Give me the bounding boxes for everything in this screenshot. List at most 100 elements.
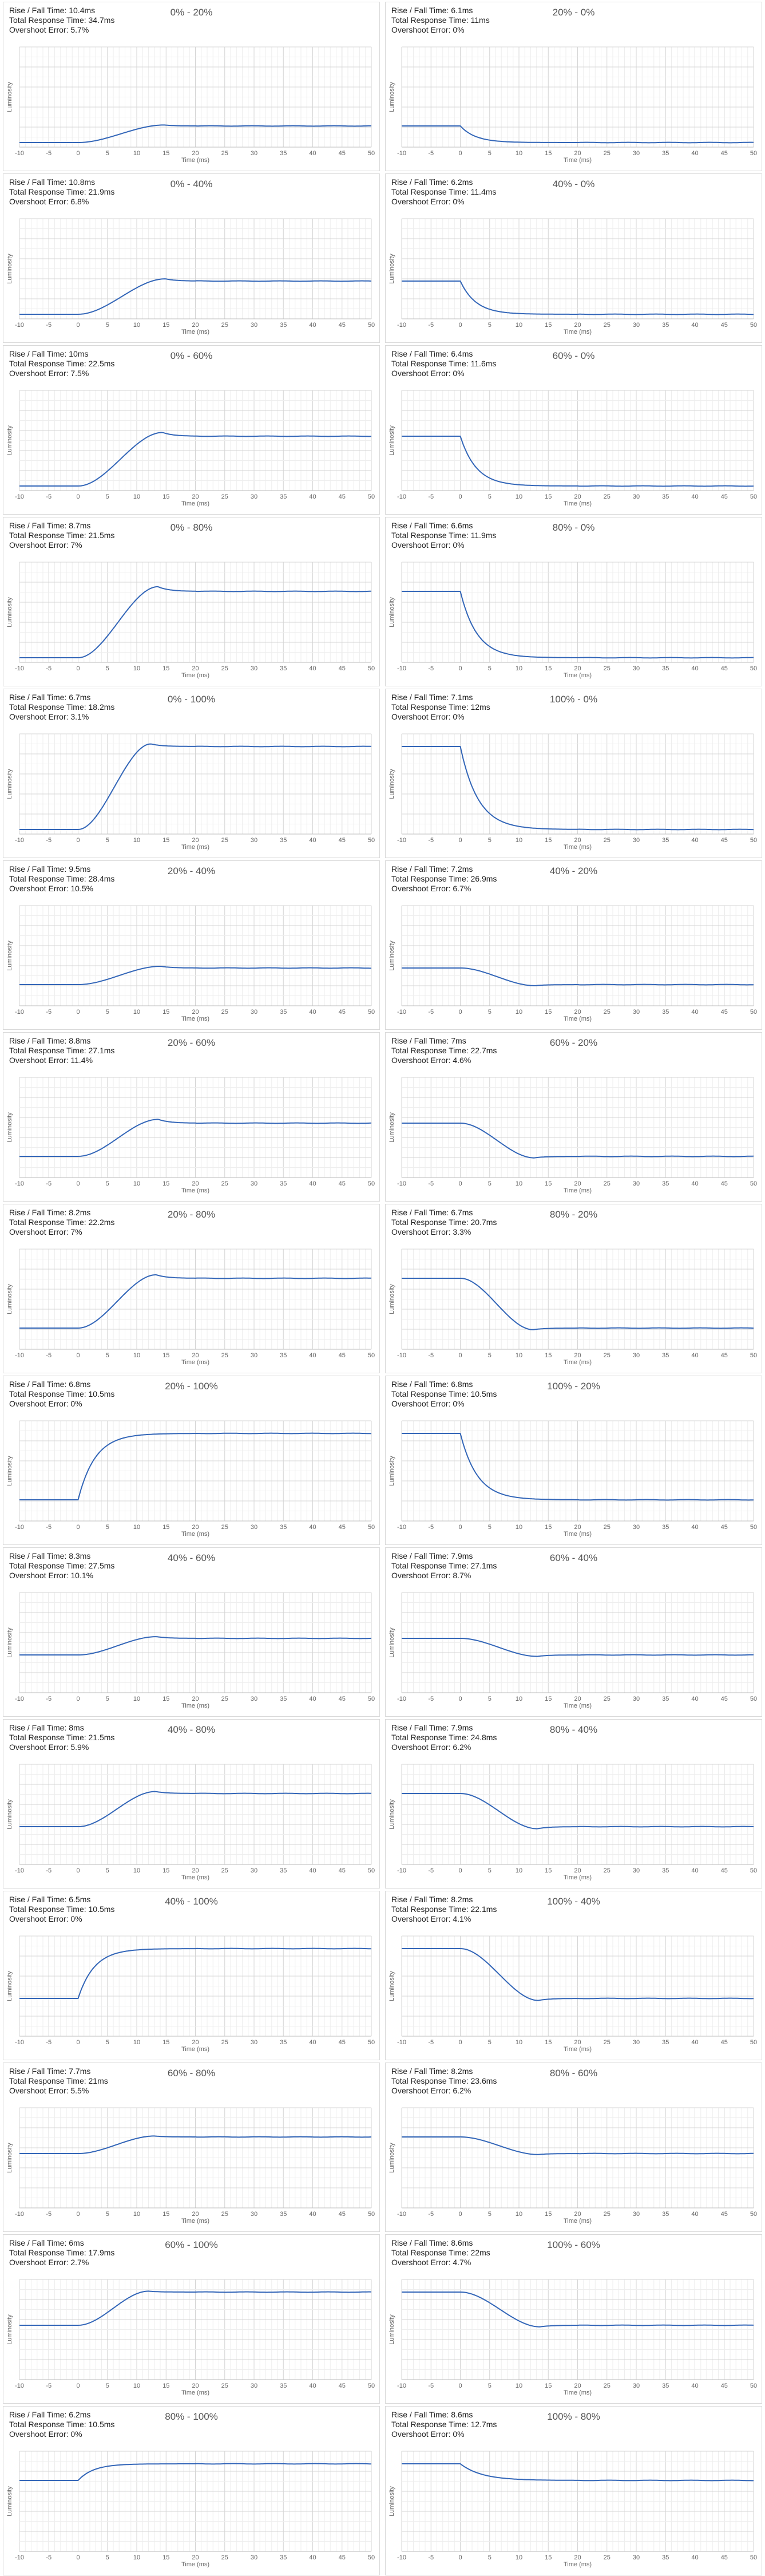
x-tick-label: 15 — [545, 2039, 552, 2046]
x-tick-label: 20 — [192, 1524, 199, 1531]
x-tick-label: 50 — [750, 150, 757, 157]
chart-title: 80% - 0% — [552, 522, 595, 533]
x-tick-label: 35 — [280, 1867, 287, 1874]
x-axis-label: Time (ms) — [564, 2046, 592, 2053]
x-tick-label: -5 — [46, 2554, 51, 2561]
y-axis-label: Luminosity — [389, 2314, 395, 2345]
overshoot-error-label: Overshoot Error: — [9, 197, 69, 206]
y-axis-label: Luminosity — [6, 1971, 13, 2001]
x-tick-label: 5 — [488, 1352, 491, 1359]
chart-stats: Rise / Fall Time: 8ms Total Response Time… — [9, 1723, 114, 1752]
overshoot-error-label: Overshoot Error: — [391, 884, 451, 893]
chart-panel: Rise / Fall Time: 6.8ms Total Response Ti… — [3, 1376, 380, 1545]
x-tick-label: 35 — [280, 1524, 287, 1531]
y-axis-label: Luminosity — [389, 425, 395, 456]
total-response-time-label: Total Response Time: — [9, 359, 86, 368]
x-axis-label: Time (ms) — [181, 672, 209, 679]
overshoot-error-value: 10.1% — [70, 1571, 94, 1580]
rise-fall-time-label: Rise / Fall Time: — [391, 1895, 449, 1904]
x-tick-label: 0 — [76, 837, 80, 844]
x-tick-label: 30 — [251, 1352, 257, 1359]
chart-title: 100% - 40% — [547, 1896, 600, 1907]
x-tick-label: -5 — [428, 2039, 434, 2046]
chart-stats: Rise / Fall Time: 7.9ms Total Response Ti… — [391, 1723, 497, 1752]
x-tick-label: 15 — [545, 1867, 552, 1874]
overshoot-error-label: Overshoot Error: — [391, 2086, 451, 2095]
rise-fall-time-value: 8.2ms — [451, 2067, 473, 2076]
overshoot-error-value: 8.7% — [453, 1571, 471, 1580]
x-axis-label: Time (ms) — [564, 2389, 592, 2396]
x-tick-label: 5 — [106, 837, 109, 844]
x-tick-label: 0 — [76, 2211, 80, 2218]
total-response-time: Total Response Time: 23.6ms — [391, 2076, 497, 2086]
chart-panel: Rise / Fall Time: 10.4ms Total Response T… — [3, 2, 380, 171]
response-curve-line — [402, 2463, 754, 2482]
chart-panel: Rise / Fall Time: 7ms Total Response Time… — [385, 1032, 762, 1202]
x-tick-label: 25 — [604, 2554, 611, 2561]
chart-stats: Rise / Fall Time: 8.2ms Total Response Ti… — [9, 1208, 114, 1237]
response-curve-line — [19, 743, 372, 830]
x-tick-label: 50 — [750, 1867, 757, 1874]
chart-title: 40% - 0% — [552, 179, 595, 189]
x-tick-label: 25 — [604, 837, 611, 844]
total-response-time-value: 11ms — [470, 15, 490, 25]
overshoot-error-label: Overshoot Error: — [391, 25, 451, 34]
x-tick-label: 30 — [633, 1352, 640, 1359]
x-tick-label: -10 — [397, 665, 406, 672]
x-tick-label: 20 — [192, 2039, 199, 2046]
x-tick-label: 15 — [162, 837, 169, 844]
overshoot-error: Overshoot Error: 0% — [391, 540, 496, 550]
total-response-time: Total Response Time: 17.9ms — [9, 2248, 114, 2258]
rise-fall-time: Rise / Fall Time: 8.6ms — [391, 2410, 497, 2420]
chart-panel: Rise / Fall Time: 8.3ms Total Response Ti… — [3, 1547, 380, 1717]
total-response-time-label: Total Response Time: — [391, 187, 469, 196]
x-tick-label: 20 — [574, 2383, 581, 2389]
x-tick-label: 5 — [488, 322, 491, 329]
x-tick-label: 15 — [545, 322, 552, 329]
chart-plot: -10 -5 0 5 10 15 20 25 30 35 40 45 50 Time (ms) Lumino… — [389, 905, 757, 1022]
chart-panel: Rise / Fall Time: 8.6ms Total Response Ti… — [385, 2234, 762, 2404]
x-tick-label: -5 — [46, 2211, 51, 2218]
x-tick-label: -5 — [46, 1696, 51, 1702]
x-tick-label: 20 — [574, 2554, 581, 2561]
overshoot-error: Overshoot Error: 6.7% — [391, 884, 497, 894]
rise-fall-time: Rise / Fall Time: 8.2ms — [391, 2067, 497, 2076]
overshoot-error-value: 6.2% — [453, 2086, 471, 2095]
y-axis-label: Luminosity — [389, 2143, 395, 2173]
x-tick-label: 40 — [691, 1524, 698, 1531]
total-response-time-value: 34.7ms — [88, 15, 115, 25]
total-response-time: Total Response Time: 21.9ms — [9, 187, 114, 197]
rise-fall-time-label: Rise / Fall Time: — [9, 1895, 67, 1904]
rise-fall-time-value: 6.2ms — [451, 177, 473, 187]
chart-stats: Rise / Fall Time: 6.6ms Total Response Ti… — [391, 521, 496, 550]
x-tick-label: 35 — [662, 1867, 669, 1874]
x-axis-label: Time (ms) — [564, 1874, 592, 1881]
response-curve-line — [402, 591, 754, 659]
overshoot-error-value: 11.4% — [70, 1056, 93, 1065]
rise-fall-time-label: Rise / Fall Time: — [9, 2067, 67, 2076]
rise-fall-time-label: Rise / Fall Time: — [391, 6, 449, 15]
overshoot-error-value: 4.7% — [453, 2258, 471, 2267]
x-tick-label: 45 — [721, 1867, 728, 1874]
response-curve-line — [402, 436, 754, 487]
chart-panel: Rise / Fall Time: 6.5ms Total Response Ti… — [3, 1891, 380, 2060]
rise-fall-time-label: Rise / Fall Time: — [391, 1551, 449, 1560]
total-response-time-value: 28.4ms — [88, 874, 115, 883]
total-response-time-value: 18.2ms — [88, 702, 115, 712]
x-tick-label: 50 — [750, 837, 757, 844]
chart-plot: -10 -5 0 5 10 15 20 25 30 35 40 45 50 Time (ms) Lumino… — [6, 2107, 375, 2225]
chart-plot: -10 -5 0 5 10 15 20 25 30 35 40 45 50 Time (ms) Lumino… — [389, 562, 757, 679]
x-tick-label: 50 — [368, 322, 375, 329]
rise-fall-time: Rise / Fall Time: 8.8ms — [9, 1036, 114, 1046]
overshoot-error-value: 0% — [70, 1399, 82, 1408]
x-tick-label: 10 — [133, 1696, 140, 1702]
chart-plot: -10 -5 0 5 10 15 20 25 30 35 40 45 50 Time (ms) Lumino… — [389, 1077, 757, 1194]
y-axis-label: Luminosity — [6, 597, 13, 627]
total-response-time: Total Response Time: 34.7ms — [9, 15, 114, 25]
y-axis-label: Luminosity — [6, 82, 13, 112]
x-tick-label: 15 — [162, 1352, 169, 1359]
overshoot-error-label: Overshoot Error: — [9, 1571, 69, 1580]
x-tick-label: 0 — [458, 2554, 462, 2561]
x-tick-label: 35 — [662, 2039, 669, 2046]
x-tick-label: -10 — [15, 493, 24, 500]
